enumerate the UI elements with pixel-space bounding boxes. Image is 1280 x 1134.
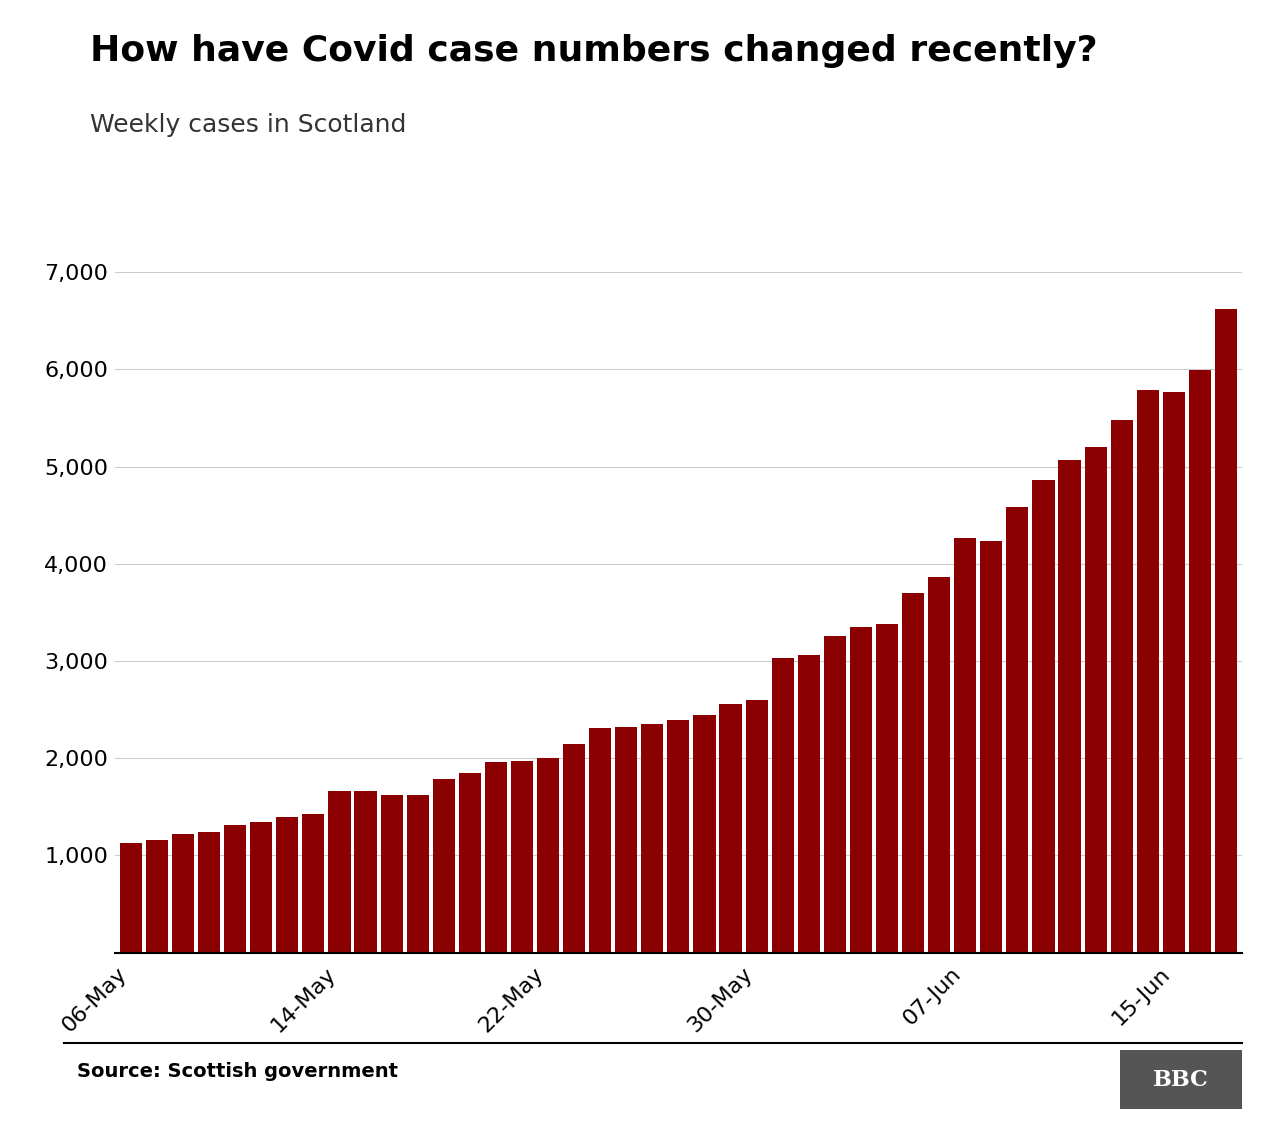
Bar [1189,371,1211,953]
Bar [589,728,612,953]
Bar [797,655,820,953]
Bar [458,772,481,953]
Bar [1059,459,1080,953]
Bar [485,762,507,953]
Bar [954,538,977,953]
Bar [511,761,532,953]
Bar [198,832,220,953]
Bar [1162,391,1185,953]
Bar [1006,507,1028,953]
Bar [772,658,794,953]
Bar [146,840,168,953]
Bar [1215,310,1236,953]
Bar [641,725,663,953]
Bar [329,792,351,953]
Bar [667,720,690,953]
Bar [380,795,403,953]
Bar [563,744,585,953]
Bar [850,627,872,953]
Bar [172,833,195,953]
Bar [902,593,924,953]
Bar [1033,480,1055,953]
Bar [1111,420,1133,953]
Bar [876,624,899,953]
Bar [694,716,716,953]
Bar [824,636,846,953]
Bar [616,727,637,953]
Text: BBC: BBC [1153,1068,1208,1091]
Bar [302,813,324,953]
Bar [407,795,429,953]
Bar [250,822,273,953]
Bar [1084,447,1107,953]
Text: Source: Scottish government: Source: Scottish government [77,1063,398,1081]
Text: Weekly cases in Scotland: Weekly cases in Scotland [90,113,406,137]
Bar [120,843,142,953]
Bar [745,700,768,953]
Bar [433,779,454,953]
Bar [536,759,559,953]
Text: How have Covid case numbers changed recently?: How have Covid case numbers changed rece… [90,34,1097,68]
Bar [355,792,376,953]
Bar [1137,390,1158,953]
Bar [276,818,298,953]
Bar [980,541,1002,953]
Bar [719,704,741,953]
Bar [928,577,950,953]
Bar [224,826,246,953]
